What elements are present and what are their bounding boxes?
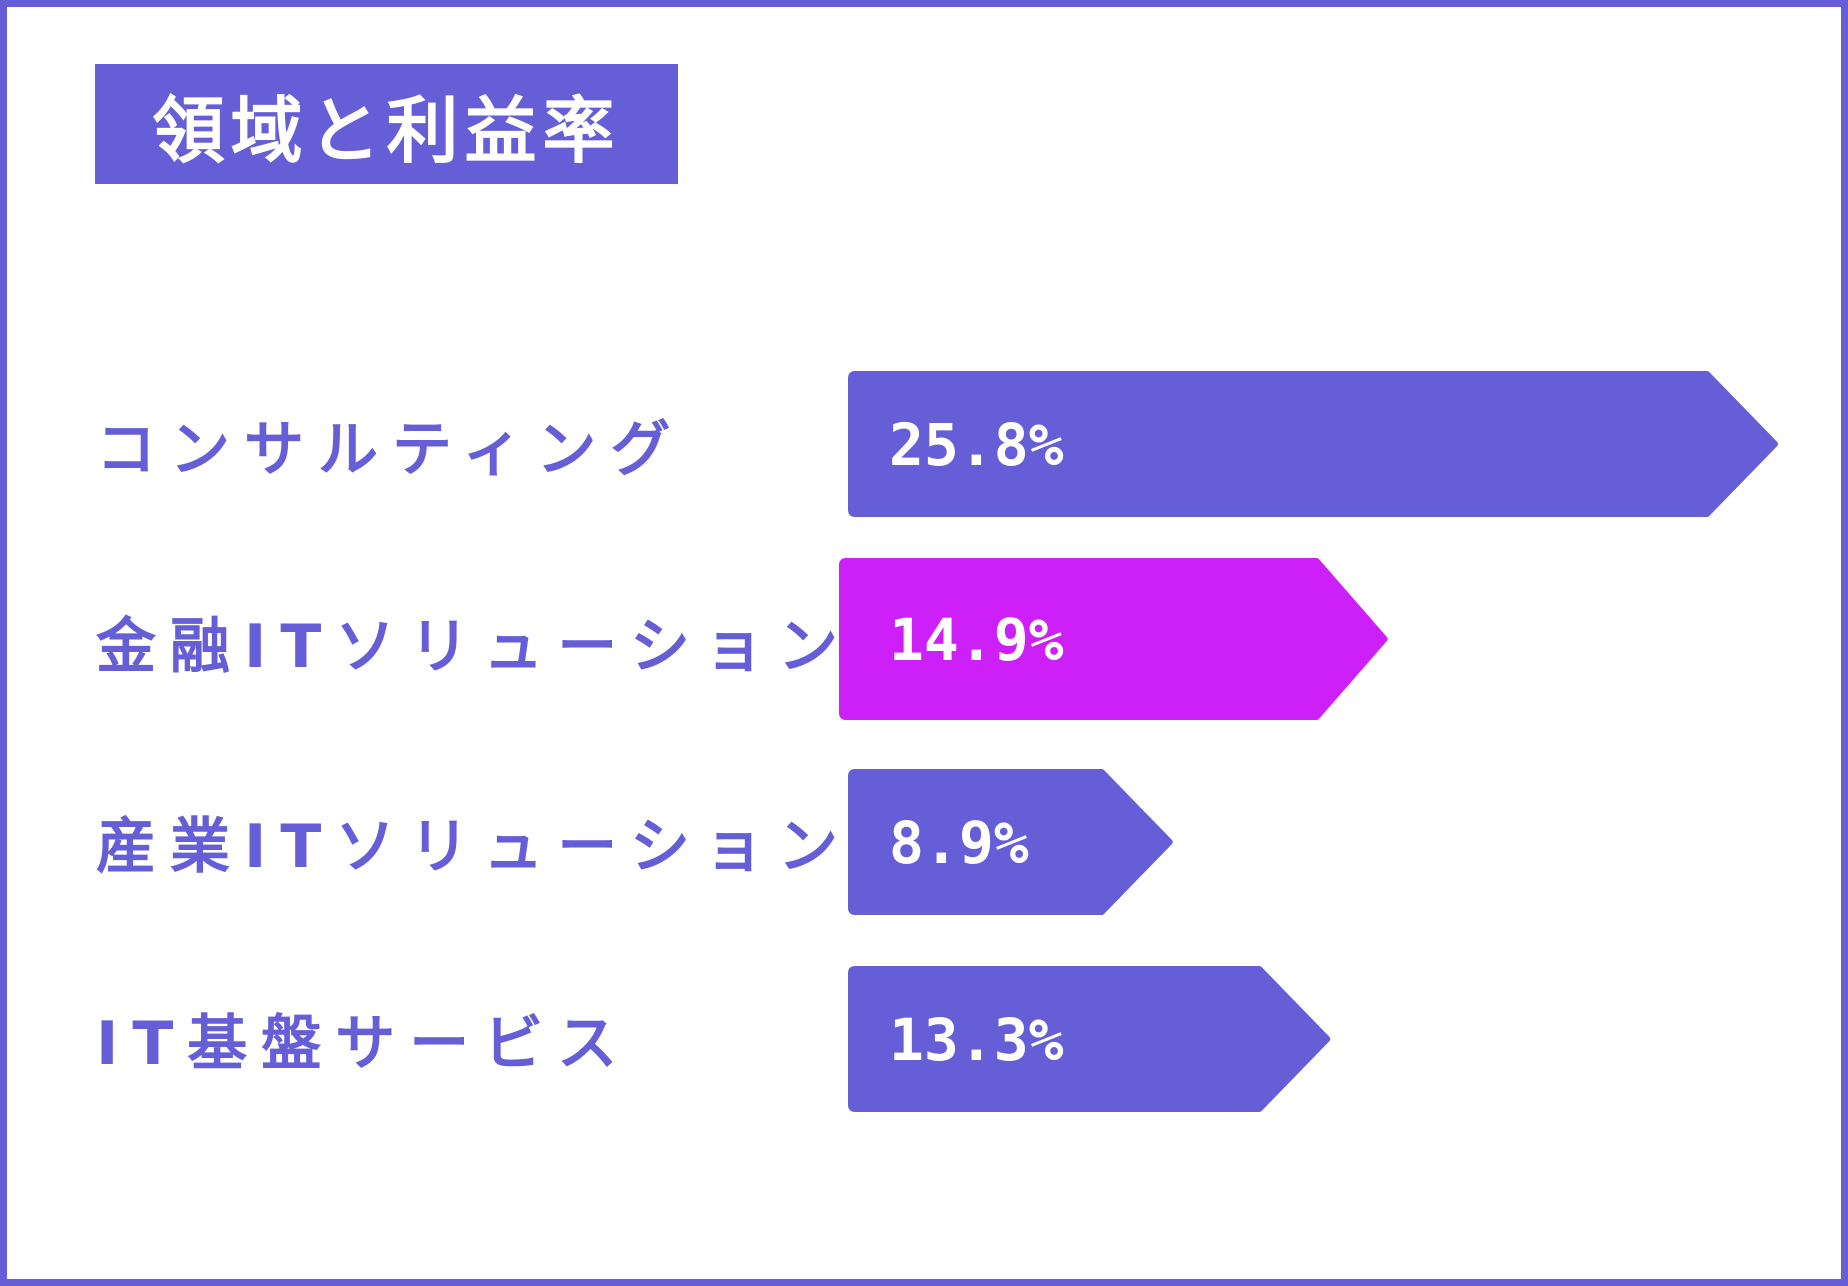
chart-title: 領域と利益率 xyxy=(152,88,621,173)
bar-value-label-2: 8.9% xyxy=(889,809,1029,877)
bar-value-label-1: 14.9% xyxy=(889,606,1064,674)
bar-2 xyxy=(848,769,1173,915)
title-banner: 領域と利益率 xyxy=(95,64,678,184)
bar-value-label-0: 25.8% xyxy=(889,411,1064,479)
bar-3 xyxy=(848,966,1331,1112)
bar-0 xyxy=(848,371,1778,517)
bar-value-label-3: 13.3% xyxy=(889,1006,1064,1074)
category-label-it-infrastructure: IT基盤サービス xyxy=(96,1008,632,1079)
bar-1 xyxy=(839,558,1388,720)
category-label-industrial-it: 産業ITソリューション xyxy=(96,811,853,882)
category-label-consulting: コンサルティング xyxy=(96,414,685,485)
category-label-financial-it: 金融ITソリューション xyxy=(96,611,853,682)
